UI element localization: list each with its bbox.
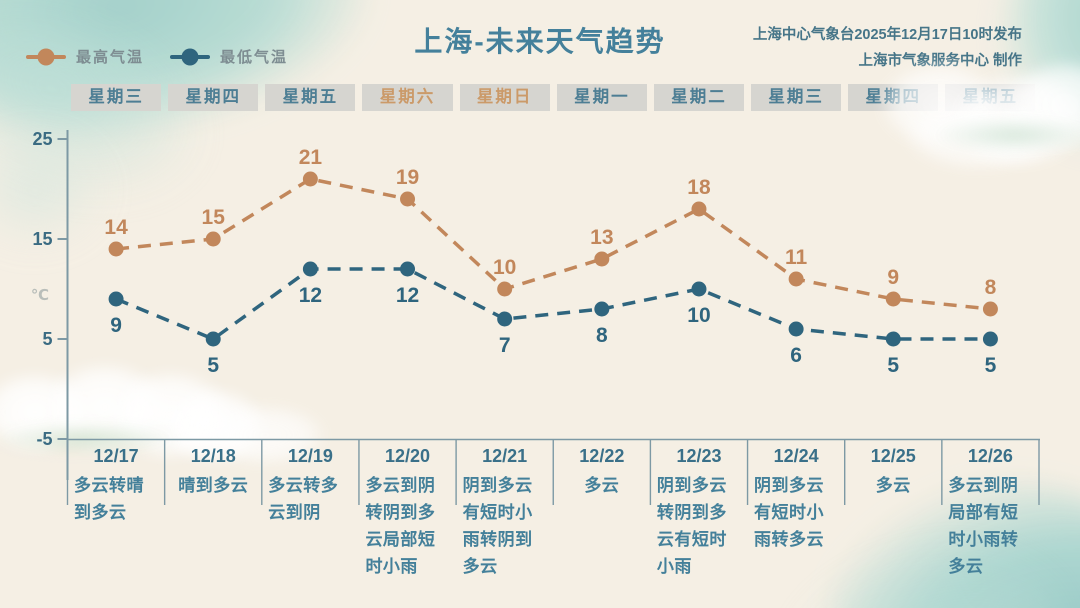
high-temp-point-12/21	[497, 281, 513, 297]
weekday-label-6: 星期二	[653, 84, 745, 111]
low-temp-value-label: 5	[887, 354, 899, 377]
weather-description: 阴到多云有短时小雨转阴到多云	[462, 476, 533, 576]
forecast-cell-12/25: 12/25 多云	[846, 446, 940, 499]
low-temp-point-12/18	[205, 331, 221, 347]
low-temp-value-label: 5	[207, 354, 219, 377]
low-temp-point-12/17	[108, 291, 124, 307]
high-temp-value-label: 19	[396, 166, 419, 189]
date-label: 12/26	[967, 446, 1013, 466]
low-temp-point-12/25	[885, 331, 901, 347]
high-temp-point-12/22	[594, 251, 610, 267]
weekday-label-4: 星期日	[459, 84, 550, 111]
forecast-cell-12/19: 12/19 多云转多云到阴	[263, 446, 357, 526]
low-temp-value-label: 12	[396, 284, 419, 307]
high-temp-value-label: 8	[985, 276, 997, 299]
low-temp-point-12/20	[400, 261, 416, 277]
weather-description: 多云	[584, 476, 620, 495]
high-temp-point-12/18	[205, 231, 221, 247]
high-temp-value-label: 9	[887, 266, 899, 289]
y-axis-unit-label: ℃	[31, 287, 49, 304]
high-temp-value-label: 18	[687, 176, 711, 199]
forecast-cell-12/21: 12/21 阴到多云有短时小雨转阴到多云	[458, 446, 552, 580]
weather-description: 多云	[875, 476, 911, 495]
weather-description: 多云到阴转阴到多云局部短时小雨	[365, 476, 436, 576]
high-temp-point-12/23	[691, 201, 707, 217]
weather-description: 多云转多云到阴	[268, 476, 339, 522]
low-temp-value-label: 10	[687, 304, 710, 327]
low-temp-value-label: 8	[596, 324, 608, 347]
y-tick-label: 5	[42, 329, 52, 349]
page-title: 上海-未来天气趋势	[414, 26, 666, 57]
forecast-cell-12/18: 12/18 晴到多云	[166, 446, 260, 499]
low-temp-value-label: 7	[499, 334, 511, 357]
date-label: 12/17	[93, 446, 139, 466]
low-temp-point-12/22	[594, 301, 610, 317]
weather-description: 晴到多云	[178, 476, 249, 495]
high-temp-value-label: 21	[299, 146, 323, 169]
high-temp-point-12/19	[302, 171, 318, 187]
y-tick-label: 25	[32, 129, 52, 149]
forecast-cell-12/22: 12/22 多云	[555, 446, 649, 499]
high-temp-value-label: 13	[590, 226, 613, 249]
high-temp-point-12/24	[788, 271, 804, 287]
weekday-label-7: 星期三	[751, 84, 842, 111]
high-temp-value-label: 11	[785, 246, 808, 269]
high-temp-point-12/20	[400, 191, 416, 207]
date-label: 12/19	[287, 446, 333, 466]
y-tick-label: -5	[36, 429, 52, 449]
date-label: 12/18	[190, 446, 236, 466]
date-label: 12/21	[482, 446, 528, 466]
weather-description: 阴到多云有短时小雨转多云	[754, 476, 825, 549]
high-temp-point-12/25	[885, 291, 901, 307]
date-label: 12/25	[870, 446, 916, 466]
y-tick-label: 15	[32, 229, 52, 249]
publisher-line-1: 上海中心气象台2025年12月17日10时发布	[752, 27, 1022, 43]
forecast-cell-12/23: 12/23 阴到多云转阴到多云有短时小雨	[652, 446, 746, 580]
weather-description: 多云转晴到多云	[74, 476, 144, 522]
forecast-cell-12/24: 12/24 阴到多云有短时小雨转多云	[749, 446, 843, 553]
weather-description: 阴到多云转阴到多云有短时小雨	[656, 476, 727, 576]
low-temp-value-label: 12	[299, 284, 322, 307]
high-temp-line	[115, 177, 991, 311]
low-temp-value-label: 9	[110, 314, 122, 337]
high-temp-value-label: 15	[202, 206, 226, 229]
date-label: 12/24	[773, 446, 819, 466]
low-temp-point-12/21	[497, 311, 513, 327]
forecast-cell-12/17: 12/17 多云转晴到多云	[69, 446, 163, 526]
date-label: 12/23	[676, 446, 722, 466]
date-label: 12/20	[384, 446, 431, 466]
high-temp-point-12/26	[982, 301, 998, 317]
low-temp-value-label: 5	[985, 354, 997, 377]
low-temp-value-label: 6	[790, 344, 802, 367]
low-temp-point-12/26	[982, 331, 998, 347]
forecast-cell-12/26: 12/26 多云到阴局部有短时小雨转多云	[943, 446, 1037, 580]
low-temp-line	[115, 267, 991, 341]
low-temp-point-12/23	[691, 281, 707, 297]
high-temp-value-label: 14	[104, 216, 128, 239]
forecast-cell-12/20: 12/20 多云到阴转阴到多云局部短时小雨	[360, 446, 454, 580]
low-temp-point-12/24	[788, 321, 804, 337]
high-temp-value-label: 10	[493, 256, 516, 279]
weather-description: 多云到阴局部有短时小雨转多云	[948, 476, 1019, 576]
weekday-label-5: 星期一	[556, 84, 647, 111]
date-label: 12/22	[579, 446, 625, 466]
low-temp-point-12/19	[302, 261, 318, 277]
high-temp-point-12/17	[108, 241, 124, 257]
